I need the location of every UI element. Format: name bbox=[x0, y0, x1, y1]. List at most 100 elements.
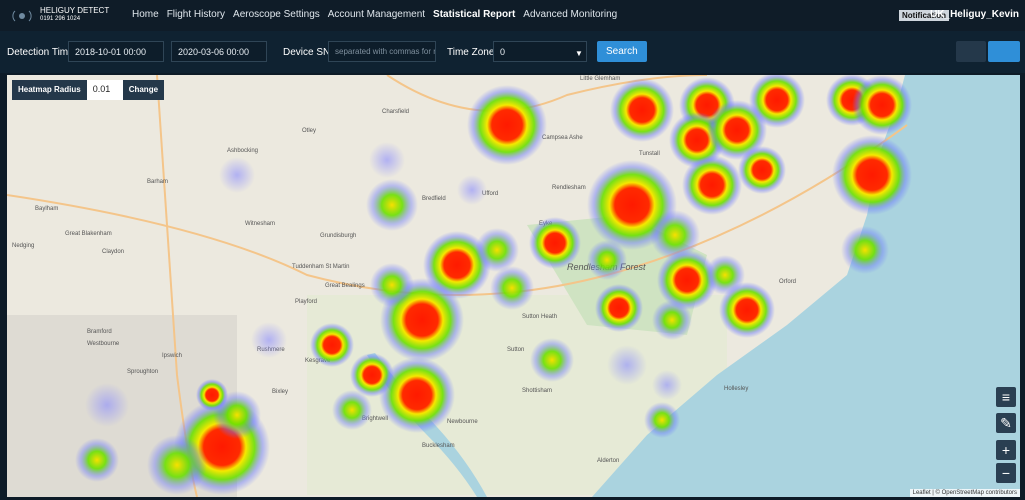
place-label: Sproughton bbox=[127, 369, 158, 375]
heat-spot bbox=[530, 338, 574, 382]
heat-spot bbox=[841, 226, 889, 274]
heat-spot bbox=[610, 78, 674, 142]
heat-spot bbox=[251, 322, 287, 358]
map-canvas: Little Glemham Charsfield Otley Ashbocking B… bbox=[7, 75, 1020, 497]
road bbox=[386, 75, 708, 112]
header: HELIGUY DETECT 0191 296 1024 Home Flight H… bbox=[0, 0, 1025, 31]
heat-spot bbox=[607, 345, 647, 385]
label: Detection Time: bbox=[7, 47, 77, 58]
heat-spot bbox=[457, 175, 487, 205]
heat-spot bbox=[707, 100, 767, 160]
chart-view-button[interactable] bbox=[956, 41, 986, 62]
heat-spot bbox=[595, 284, 643, 332]
sea bbox=[592, 75, 1020, 497]
place-label: Ipswich bbox=[162, 353, 182, 359]
map-view-button[interactable] bbox=[988, 41, 1020, 62]
heat-spot bbox=[644, 402, 680, 438]
heat-spot bbox=[467, 85, 547, 165]
nav-item[interactable]: Advanced Monitoring bbox=[523, 9, 618, 20]
radius-input[interactable]: 0.01 bbox=[86, 80, 123, 100]
measure-button[interactable]: ✎ bbox=[996, 413, 1016, 433]
nav-item[interactable]: Home bbox=[132, 9, 159, 20]
place-label: Sutton Heath bbox=[522, 314, 557, 320]
place-label: Grundisburgh bbox=[320, 233, 356, 239]
heat-spot bbox=[379, 357, 455, 433]
place-label: Orford bbox=[779, 279, 796, 285]
heat-spot bbox=[370, 263, 414, 307]
heat-spot bbox=[475, 228, 519, 272]
place-label: Barham bbox=[147, 179, 168, 185]
heat-spot bbox=[85, 383, 129, 427]
heat-spot bbox=[652, 370, 682, 400]
zoom-in[interactable]: + bbox=[996, 440, 1016, 460]
filter-bar: Detection Time: 2018-10-01 00:00 2020-03… bbox=[0, 31, 1025, 73]
place-label: Sutton bbox=[507, 347, 524, 353]
heat-spot bbox=[332, 390, 372, 430]
place-label: Hollesley bbox=[724, 386, 748, 392]
heat-spot bbox=[219, 157, 255, 193]
caret: ▼ bbox=[575, 49, 583, 58]
place-label: Charsfield bbox=[382, 109, 409, 115]
radius-label: Heatmap Radius bbox=[12, 80, 87, 100]
place-label: Brightwell bbox=[362, 416, 388, 422]
place-label: Otley bbox=[302, 128, 316, 134]
label: Device SN: bbox=[283, 47, 334, 58]
nav-item[interactable]: Account Management bbox=[327, 9, 426, 20]
place-label: Nedging bbox=[12, 243, 34, 249]
place-label: Tuddenham St Martin bbox=[292, 264, 349, 270]
place-label: Great Bealings bbox=[325, 283, 365, 289]
heat-spot bbox=[147, 435, 207, 495]
end-input[interactable]: 2020-03-06 00:00 bbox=[171, 41, 267, 62]
place-label: Alderton bbox=[597, 458, 619, 464]
heat-spot bbox=[310, 323, 354, 367]
heat-spot bbox=[369, 142, 405, 178]
place-label: Ashbocking bbox=[227, 148, 258, 154]
place-label: Bredfield bbox=[422, 196, 446, 202]
heat-spot bbox=[832, 135, 912, 215]
heat-spot bbox=[650, 210, 700, 260]
place-label: Westbourne bbox=[87, 341, 120, 347]
place-label: Bramford bbox=[87, 329, 112, 335]
nav-item[interactable]: Flight History bbox=[166, 9, 226, 20]
attribution: Leaflet | © OpenStreetMap contributors bbox=[909, 489, 1020, 497]
heat-spot bbox=[423, 231, 491, 299]
time-zone-select[interactable]: 0 bbox=[493, 41, 587, 62]
start-input[interactable]: 2018-10-01 00:00 bbox=[68, 41, 164, 62]
place-label: Shottisham bbox=[522, 388, 552, 394]
notification[interactable]: Notification bbox=[899, 10, 949, 21]
nav-item[interactable]: Aeroscope Settings bbox=[233, 9, 320, 20]
place-label: Newbourne bbox=[447, 419, 478, 425]
heat-spot bbox=[852, 75, 912, 135]
heat-spot bbox=[652, 300, 692, 340]
change-button[interactable]: Change bbox=[122, 80, 165, 100]
heat-spot bbox=[657, 250, 717, 310]
heat-spot bbox=[738, 146, 786, 194]
layers-button[interactable]: ≡ bbox=[996, 387, 1016, 407]
nav: Home Flight History Aeroscope Settings Acco… bbox=[132, 9, 617, 20]
heat-spot bbox=[490, 266, 534, 310]
place-label: Little Glemham bbox=[580, 76, 620, 82]
heat-spot bbox=[682, 155, 742, 215]
place-label: Ufford bbox=[482, 191, 498, 197]
device-sn-input[interactable]: separated with commas for r bbox=[328, 41, 436, 62]
search-button[interactable]: Search bbox=[597, 41, 647, 62]
place-label: Claydon bbox=[102, 249, 124, 255]
nav-item[interactable]: Statistical Report bbox=[433, 9, 516, 20]
heat-spot bbox=[75, 438, 119, 482]
logo bbox=[12, 10, 32, 22]
user-menu[interactable]: UK_Heliguy_Kevin bbox=[930, 9, 1019, 20]
heatmap bbox=[75, 75, 912, 495]
brand: HELIGUY DETECT 0191 296 1024 bbox=[40, 6, 109, 24]
heat-spot bbox=[719, 282, 775, 338]
phone: 0191 296 1024 bbox=[40, 16, 81, 22]
place-label: Bixley bbox=[272, 389, 288, 395]
place-label: Baylham bbox=[35, 206, 58, 212]
place-label: Tunstall bbox=[639, 151, 660, 157]
place-label: Bucklesham bbox=[422, 443, 455, 449]
zoom-out[interactable]: − bbox=[996, 463, 1016, 483]
brand-name: HELIGUY DETECT bbox=[40, 6, 110, 15]
heat-spot bbox=[587, 240, 627, 280]
place-label: Witnesham bbox=[245, 221, 275, 227]
